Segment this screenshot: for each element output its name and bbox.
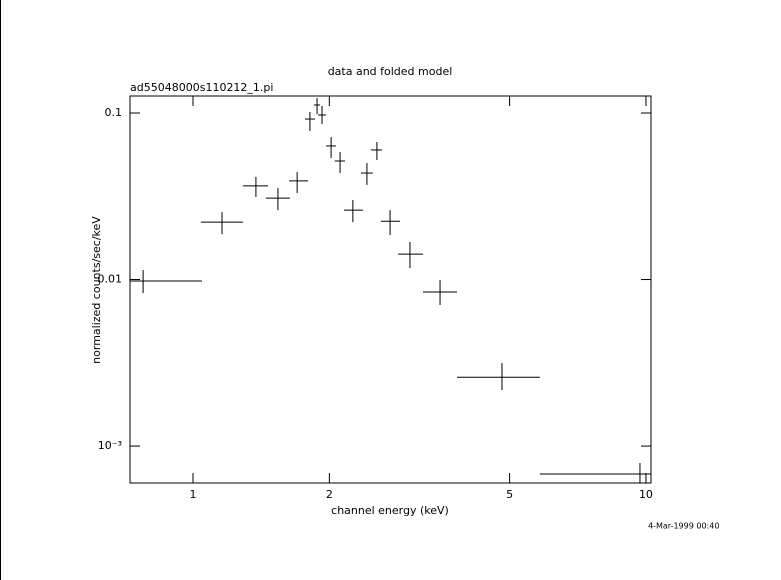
y-tick-label: 0.1 xyxy=(105,106,123,119)
y-tick-label: 10⁻³ xyxy=(98,439,122,452)
x-tick-label: 1 xyxy=(189,488,196,501)
plot-frame xyxy=(129,95,652,484)
chart-title: data and folded model xyxy=(328,65,453,78)
y-tick-label: 0.01 xyxy=(98,273,123,286)
timestamp: 4-Mar-1999 00:40 xyxy=(648,522,719,531)
x-tick-label: 2 xyxy=(326,488,333,501)
x-tick-label: 10 xyxy=(639,488,653,501)
y-axis-label: normalized counts/sec/keV xyxy=(90,216,103,364)
chart-subtitle: ad55048000s110212_1.pi xyxy=(130,81,273,94)
x-tick-label: 5 xyxy=(506,488,513,501)
x-axis-label: channel energy (keV) xyxy=(331,504,449,517)
